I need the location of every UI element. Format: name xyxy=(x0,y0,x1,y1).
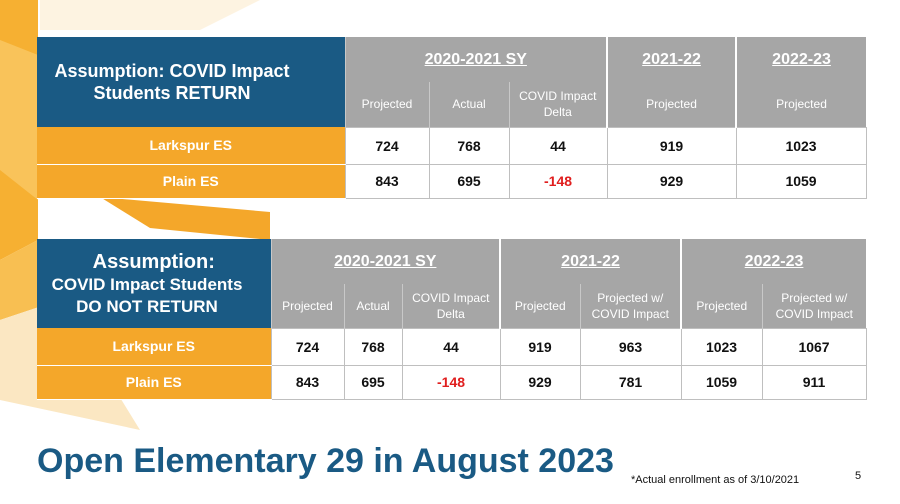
cell-value: 695 xyxy=(428,163,510,199)
cell-value: 724 xyxy=(344,126,430,165)
enrollment-table-no-return: Assumption: COVID Impact Students DO NOT… xyxy=(37,239,867,400)
cell-value-negative: -148 xyxy=(508,163,608,199)
cell-value: 1067 xyxy=(761,327,867,366)
group-header-2021-22: 2021-22 xyxy=(606,37,737,82)
cell-value: 781 xyxy=(579,364,682,400)
group-header-2020-2021: 2020-2021 SY xyxy=(344,37,608,82)
subheader-projected: Projected xyxy=(499,284,581,328)
subheader-projected-covid: Projected w/ COVID Impact xyxy=(761,284,867,328)
group-header-2022-23: 2022-23 xyxy=(680,239,867,284)
cell-value: 44 xyxy=(508,126,608,165)
table-row: Plain ES 843 695 -148 929 1059 xyxy=(37,163,867,199)
cell-value: 963 xyxy=(579,327,682,366)
subheader-projected-covid: Projected w/ COVID Impact xyxy=(579,284,682,328)
subheader-covid-delta: COVID Impact Delta xyxy=(401,284,501,328)
cell-value: 724 xyxy=(270,327,345,366)
cell-value: 695 xyxy=(343,364,403,400)
subheader-projected: Projected xyxy=(344,82,429,127)
cell-value: 1023 xyxy=(735,126,867,165)
group-header-2020-2021: 2020-2021 SY xyxy=(270,239,501,284)
cell-value: 919 xyxy=(499,327,581,366)
cell-value: 1059 xyxy=(680,364,763,400)
cell-value: 929 xyxy=(606,163,737,199)
school-label: Plain ES xyxy=(37,365,271,400)
assumption-label: Assumption: COVID Impact Students RETURN xyxy=(37,37,345,127)
table-row: Larkspur ES 724 768 44 919 1023 xyxy=(37,126,867,165)
page-title: Open Elementary 29 in August 2023 xyxy=(37,442,614,480)
assumption-line1: Assumption: xyxy=(92,250,215,273)
subheader-covid-delta: COVID Impact Delta xyxy=(508,82,608,127)
cell-value: 929 xyxy=(499,364,581,400)
cell-value: 1023 xyxy=(680,327,763,366)
cell-value: 768 xyxy=(428,126,510,165)
cell-value: 843 xyxy=(270,364,345,400)
school-label: Larkspur ES xyxy=(37,328,271,366)
school-label: Plain ES xyxy=(37,164,345,199)
cell-value: 911 xyxy=(761,364,867,400)
cell-value-negative: -148 xyxy=(401,364,501,400)
subheader-actual: Actual xyxy=(428,82,509,127)
subheader-projected: Projected xyxy=(680,284,763,328)
school-label: Larkspur ES xyxy=(37,127,345,165)
group-header-2021-22: 2021-22 xyxy=(499,239,682,284)
assumption-label: Assumption: COVID Impact Students DO NOT… xyxy=(37,239,271,328)
assumption-line2: COVID Impact Students DO NOT RETURN xyxy=(51,274,243,316)
group-header-2022-23: 2022-23 xyxy=(735,37,867,82)
subheader-projected: Projected xyxy=(606,82,737,127)
table-row: Larkspur ES 724 768 44 919 963 1023 1067 xyxy=(37,327,867,366)
subheader-actual: Actual xyxy=(343,284,402,328)
subheader-projected: Projected xyxy=(270,284,344,328)
cell-value: 843 xyxy=(344,163,430,199)
footnote: *Actual enrollment as of 3/10/2021 xyxy=(631,474,800,486)
subheader-projected: Projected xyxy=(735,82,867,127)
assumption-text: Assumption: COVID Impact Students RETURN xyxy=(54,61,290,103)
cell-value: 1059 xyxy=(735,163,867,199)
cell-value: 768 xyxy=(343,327,403,366)
cell-value: 44 xyxy=(401,327,501,366)
enrollment-table-return: Assumption: COVID Impact Students RETURN… xyxy=(37,37,867,199)
table-row: Plain ES 843 695 -148 929 781 1059 911 xyxy=(37,364,867,400)
cell-value: 919 xyxy=(606,126,737,165)
page-number: 5 xyxy=(855,470,862,482)
